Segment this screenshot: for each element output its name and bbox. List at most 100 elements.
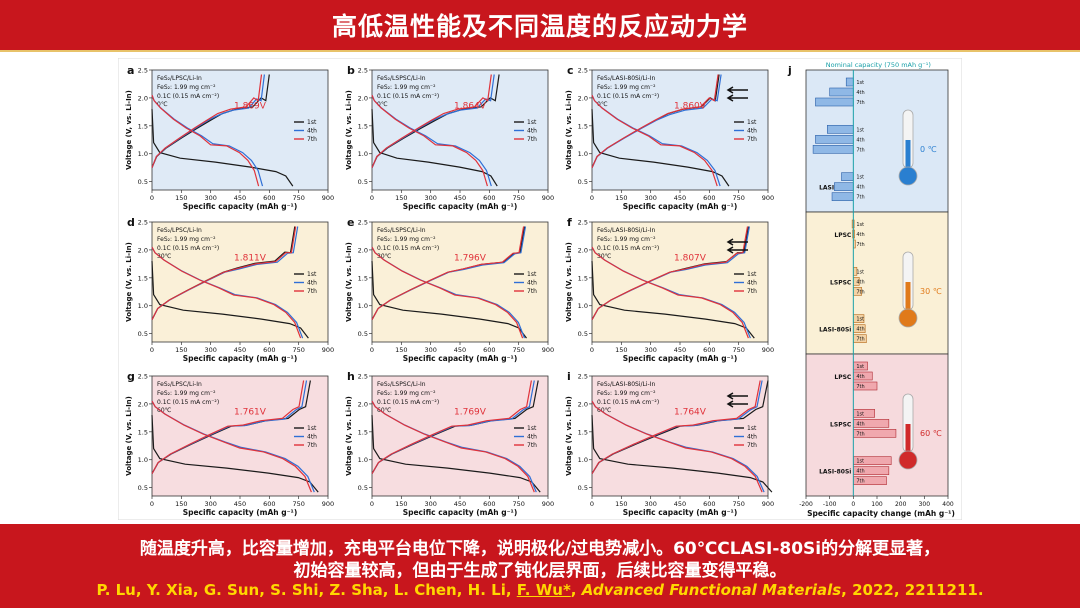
x-tick-label: 450 [454,500,466,508]
y-tick-label: 2.5 [138,67,148,75]
x-tick-label: 150 [395,194,407,202]
series-7th-discharge [371,400,535,493]
bar-cycle-label: 7th [856,479,864,485]
y-axis-label: Voltage (V, vs. Li-In) [125,90,133,170]
reference-separator: , [570,581,582,599]
x-tick-label: 750 [512,346,524,354]
x-axis-label: Specific capacity (mAh g⁻¹) [183,202,298,211]
bar-cycle-label: 7th [856,242,864,248]
panel-letter: h [347,370,355,383]
y-tick-label: 0.5 [578,330,588,338]
rate-label: 0.1C (0.15 mA cm⁻²) [157,245,219,252]
x-tick-label: 450 [234,500,246,508]
panel-h: 0 150 300 450 600 750 900 0.5 1.0 1.5 2.0 2.5 Specif… [345,370,554,517]
bar [829,87,854,97]
page-title: 高低温性能及不同温度的反应动力学 [0,0,1080,50]
bar-cycle-label: 7th [856,337,864,343]
loading-label: FeS₂: 1.99 mg cm⁻² [597,84,656,91]
y-tick-label: 0.5 [578,178,588,186]
bar-cycle-label: 7th [856,289,864,295]
y-tick-label: 1.5 [578,122,588,130]
y-tick-label: 0.5 [358,178,368,186]
x-tick-label: 900 [762,500,774,508]
y-tick-label: 1.0 [578,302,588,310]
x-tick-label: 150 [175,500,187,508]
sample-label: LASI-80Si [819,327,851,334]
x-tick-label: 450 [454,346,466,354]
x-tick-label: 0 [851,501,855,508]
y-tick-label: 2.0 [138,94,148,102]
x-tick-label: 600 [703,346,715,354]
y-tick-label: 2.0 [138,400,148,408]
sample-label: LASI-80Si [819,469,851,476]
figure: 0 150 300 450 600 750 900 0.5 1.0 1.5 2.0 2.5 Specif… [118,58,962,520]
nominal-capacity-label: Nominal capacity (750 mAh g⁻¹) [826,61,931,69]
panel-d: 0 150 300 450 600 750 900 0.5 1.0 1.5 2.0 2.5 Specif… [125,216,334,363]
x-tick-label: 600 [263,346,275,354]
y-tick-label: 0.5 [578,484,588,492]
y-axis-label: Voltage (V, vs. Li-In) [565,396,573,476]
plateau-voltage-label: 1.811V [234,254,267,264]
x-tick-label: 300 [424,346,436,354]
x-tick-label: 750 [292,346,304,354]
legend-label: 7th [307,288,317,295]
y-axis-label: Voltage (V, vs. Li-In) [125,396,133,476]
x-tick-label: 300 [204,346,216,354]
legend-label: 7th [307,442,317,449]
loading-label: FeS₂: 1.99 mg cm⁻² [597,236,656,243]
bar-cycle-label: 1st [856,411,864,417]
x-tick-label: 900 [542,500,554,508]
x-tick-label: 150 [615,500,627,508]
cell-label: FeS₂/LPSC/Li-In [157,381,202,388]
plateau-voltage-label: 1.761V [234,408,267,418]
y-tick-label: 2.5 [578,373,588,381]
bar-cycle-label: 4th [856,90,864,96]
caption-line-1: 随温度升高，比容量增加，充电平台电位下降，说明极化/过电势减小。60℃CLASI… [139,539,941,559]
x-axis-label: Specific capacity (mAh g⁻¹) [623,508,738,517]
bar-cycle-label: 4th [856,374,864,380]
series-1st-discharge [591,261,755,339]
x-tick-label: 0 [370,500,374,508]
bar-cycle-label: 4th [856,137,864,143]
x-tick-label: 600 [263,500,275,508]
group-background [805,211,949,355]
x-tick-label: 900 [542,194,554,202]
x-tick-label: 150 [395,346,407,354]
legend-label: 1st [307,119,317,126]
y-axis-label: Voltage (V, vs. Li-In) [125,242,133,322]
panel-j: j Nominal capacity (750 mAh g⁻¹) LPSC 1st 4t… [787,61,955,518]
plateau-voltage-label: 1.864V [454,102,487,112]
rate-label: 0.1C (0.15 mA cm⁻²) [377,245,439,252]
y-tick-label: 0.5 [358,330,368,338]
y-tick-label: 1.0 [358,150,368,158]
series-7th-discharge [591,94,718,187]
y-tick-label: 2.5 [578,219,588,227]
panel-letter: g [127,370,135,383]
sample-label: LPSC [834,232,852,239]
x-tick-label: 300 [424,500,436,508]
y-tick-label: 2.0 [578,94,588,102]
x-tick-label: 0 [370,194,374,202]
loading-label: FeS₂: 1.99 mg cm⁻² [377,236,436,243]
y-tick-label: 2.0 [358,400,368,408]
bar-cycle-label: 1st [856,459,864,465]
series-7th-charge [371,74,492,168]
thermometer-mercury [905,424,911,454]
temperature-label: 30℃ [157,253,172,260]
bar-cycle-label: 7th [856,147,864,153]
y-tick-label: 2.5 [138,219,148,227]
cell-label: FeS₂/LASI-80Si/Li-In [597,227,655,234]
x-tick-label: 0 [590,500,594,508]
reference: P. Lu, Y. Xia, G. Sun, S. Shi, Z. Sha, L… [0,581,1080,599]
x-tick-label: 750 [512,500,524,508]
x-tick-label: -100 [823,501,837,508]
legend-label: 1st [307,271,317,278]
series-7th-discharge [151,94,260,187]
legend-label: 7th [747,288,757,295]
x-tick-label: 300 [644,346,656,354]
thermometer-bulb [898,308,918,328]
legend-label: 7th [747,136,757,143]
series-7th-discharge [371,94,488,187]
bar [841,172,854,181]
loading-label: FeS₂: 1.99 mg cm⁻² [157,390,216,397]
